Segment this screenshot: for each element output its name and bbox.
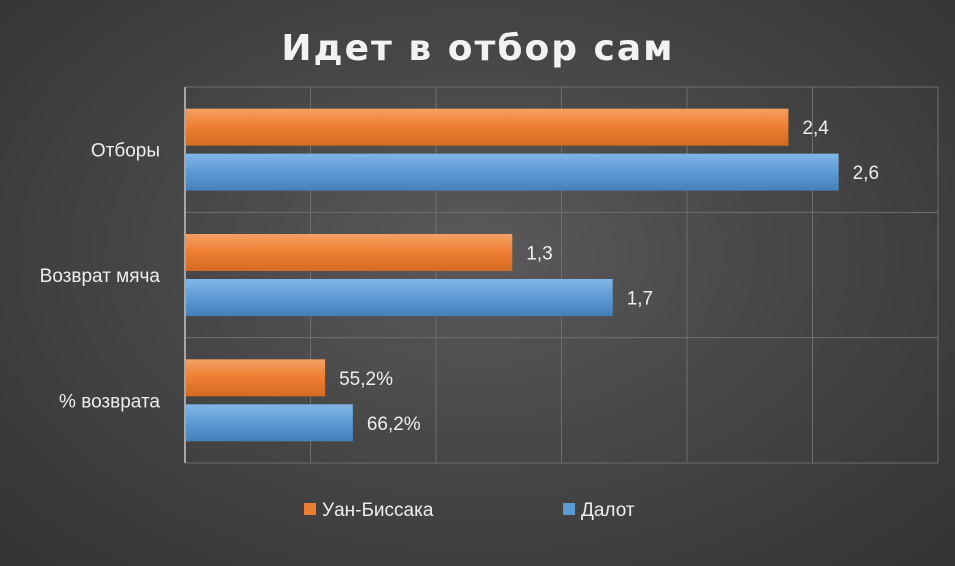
legend-label: Уан-Биссака xyxy=(322,500,434,521)
category-label: Отборы xyxy=(91,141,160,162)
grid-lines xyxy=(184,86,939,464)
bar-series-1 xyxy=(186,359,326,397)
legend: Уан-Биссака Далот xyxy=(304,500,635,521)
bar-series-2 xyxy=(186,279,613,316)
bar-series-2 xyxy=(186,153,839,191)
labels: Отборы 2,4 2,6 Возврат мяча 1,3 1,7 % возврата… xyxy=(40,118,879,435)
category-label: % возврата xyxy=(59,391,160,412)
legend-swatch xyxy=(304,503,316,515)
chart-title: Идет в отбор сам xyxy=(281,28,674,69)
data-label: 55,2% xyxy=(339,369,393,390)
category-label: Возврат мяча xyxy=(40,266,161,287)
legend-label: Далот xyxy=(581,500,635,521)
legend-swatch xyxy=(563,503,575,515)
bar-series-1 xyxy=(186,234,513,271)
data-label: 1,7 xyxy=(627,289,653,310)
bars xyxy=(186,108,839,442)
data-label: 2,4 xyxy=(802,118,829,139)
data-label: 1,3 xyxy=(526,244,552,265)
data-label: 2,6 xyxy=(853,163,879,184)
data-label: 66,2% xyxy=(367,414,421,435)
bar-series-1 xyxy=(186,108,789,146)
bar-series-2 xyxy=(186,404,353,442)
